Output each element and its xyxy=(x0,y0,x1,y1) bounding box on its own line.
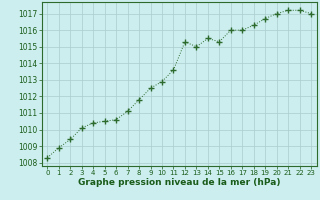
X-axis label: Graphe pression niveau de la mer (hPa): Graphe pression niveau de la mer (hPa) xyxy=(78,178,280,187)
